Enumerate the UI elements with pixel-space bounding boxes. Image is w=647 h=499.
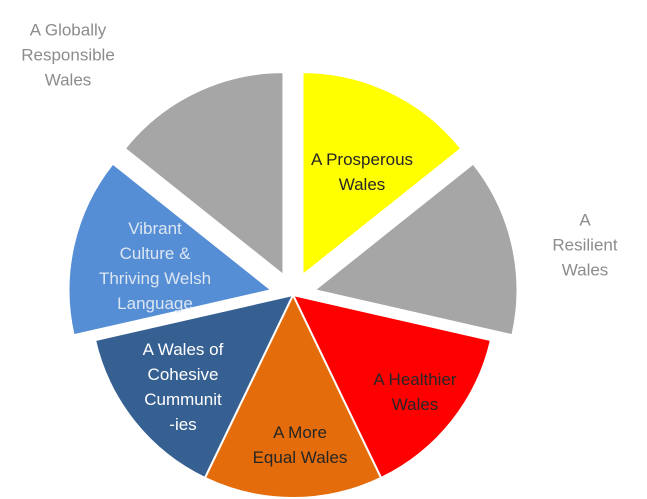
slice-label: A Wales of Cohesive Cummunit -ies [142,340,224,434]
slice-label: A Globally Responsible Wales [21,20,115,90]
slice-label: Vibrant Culture & Thriving Welsh Languag… [98,219,212,313]
pie-slice [301,71,463,278]
slice-label: A More Equal Wales [252,423,348,467]
pie-slice [291,293,493,480]
slice-label: A Resilient Wales [552,210,618,280]
pie-slice [123,71,285,278]
slice-label: A Healthier Wales [373,370,457,414]
pie-slice [312,162,519,337]
pie-slice [203,292,383,499]
pie-slice [67,162,274,337]
slice-label: A Prosperous Wales [310,150,414,194]
pie-slice [93,293,295,480]
